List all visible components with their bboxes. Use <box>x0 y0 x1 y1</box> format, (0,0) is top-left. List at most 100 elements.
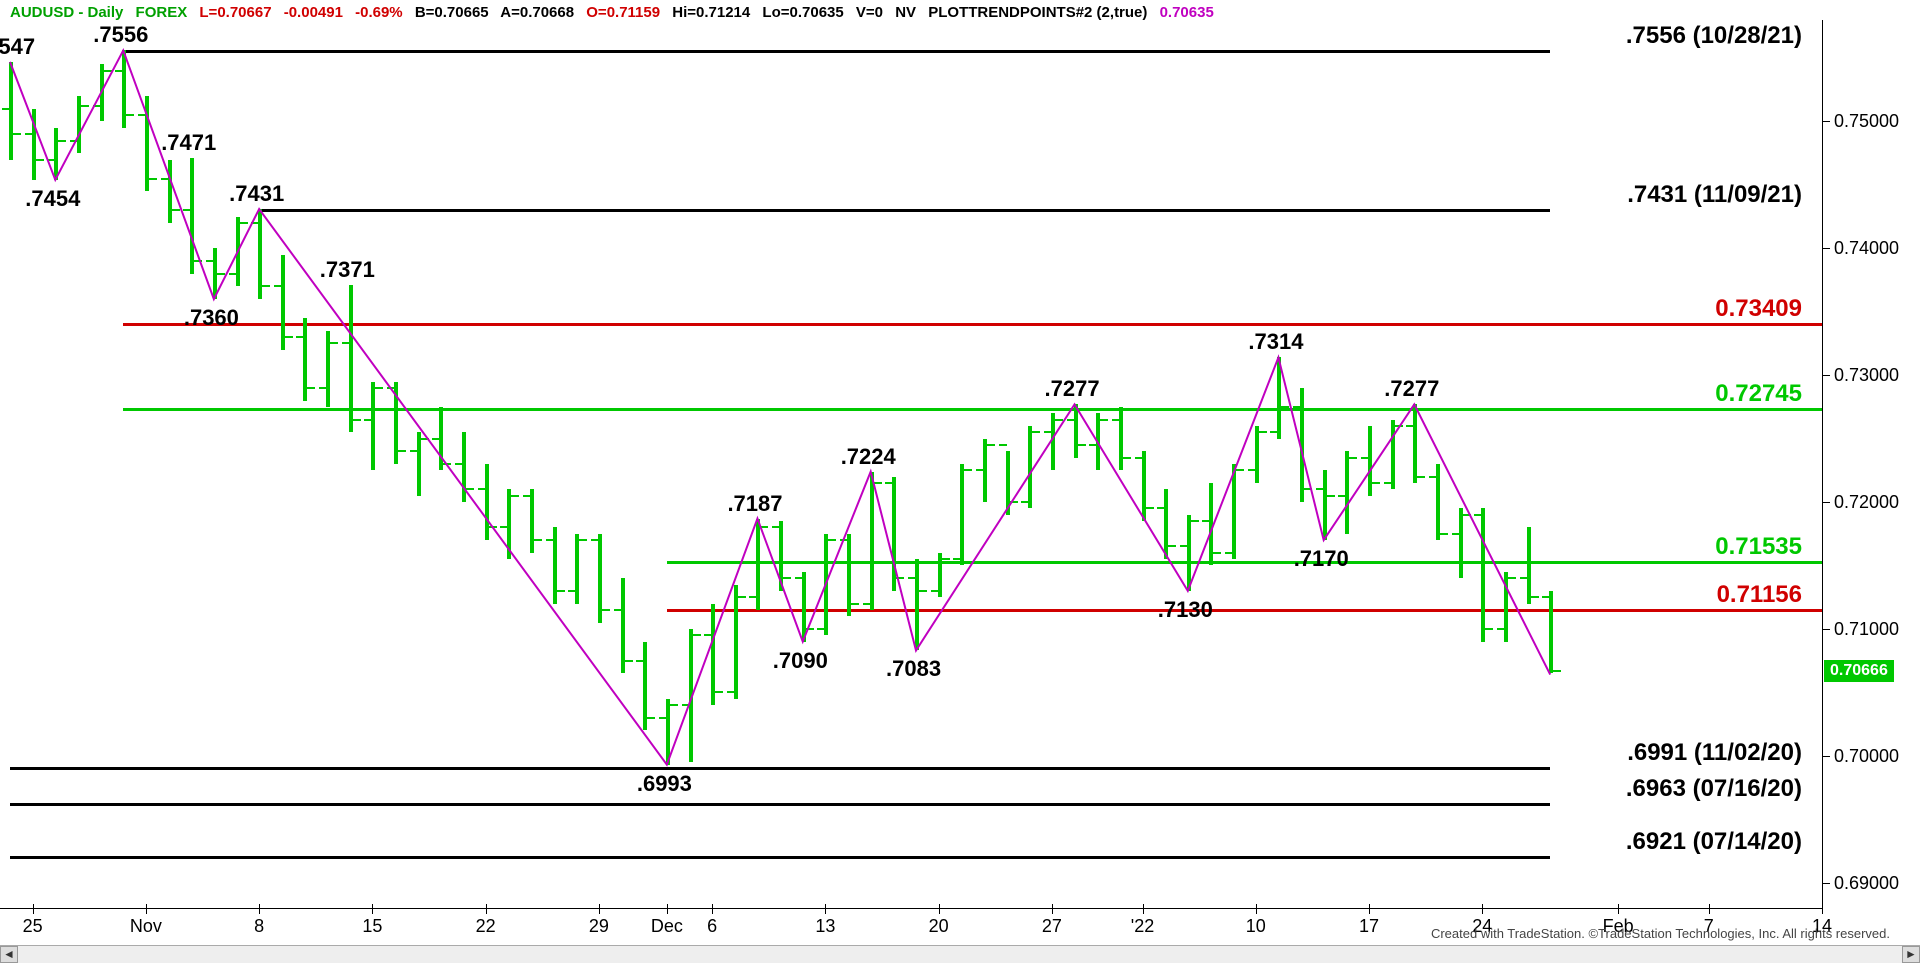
ohlc-close-tick <box>1281 406 1289 408</box>
chart-plot-area[interactable]: 0.690000.700000.710000.720000.730000.740… <box>0 0 1920 963</box>
ohlc-close-tick <box>307 387 315 389</box>
ohlc-bar <box>711 604 715 705</box>
ohlc-close-tick <box>1259 431 1267 433</box>
horizontal-scrollbar[interactable]: ◄ ► <box>0 945 1920 963</box>
ohlc-close-tick <box>511 495 519 497</box>
line-price-label: 0.71535 <box>1715 533 1802 561</box>
ohlc-close-tick <box>398 450 406 452</box>
ohlc-open-tick <box>1248 469 1256 471</box>
ohlc-open-tick <box>908 577 916 579</box>
ohlc-open-tick <box>478 488 486 490</box>
ohlc-close-tick <box>1417 476 1425 478</box>
scroll-right-icon[interactable]: ► <box>1902 946 1920 963</box>
ohlc-bar <box>689 629 693 762</box>
ohlc-close-tick <box>13 133 21 135</box>
ohlc-open-tick <box>1520 577 1528 579</box>
ohlc-bar <box>1549 591 1553 673</box>
ohlc-open-tick <box>863 603 871 605</box>
ohlc-bar <box>1345 451 1349 533</box>
ohlc-open-tick <box>1135 457 1143 459</box>
ohlc-close-tick <box>240 222 248 224</box>
swing-label: .7277 <box>1045 376 1100 402</box>
ohlc-close-tick <box>353 419 361 421</box>
ohlc-open-tick <box>432 438 440 440</box>
ohlc-close-tick <box>1123 457 1131 459</box>
ohlc-close-tick <box>104 70 112 72</box>
swing-label: .7556 <box>93 22 148 48</box>
ohlc-open-tick <box>274 285 282 287</box>
scroll-left-icon[interactable]: ◄ <box>0 946 18 963</box>
ohlc-close-tick <box>760 526 768 528</box>
ohlc-close-tick <box>1327 495 1335 497</box>
ohlc-open-tick <box>591 539 599 541</box>
ohlc-close-tick <box>964 469 972 471</box>
x-axis <box>0 908 1822 909</box>
support-resistance-line <box>667 561 1822 564</box>
ohlc-open-tick <box>568 590 576 592</box>
ohlc-open-tick <box>840 539 848 541</box>
ohlc-close-tick <box>851 603 859 605</box>
ohlc-open-tick <box>817 628 825 630</box>
support-resistance-line <box>123 323 1822 326</box>
ohlc-close-tick <box>172 209 180 211</box>
ohlc-bar <box>1232 464 1236 559</box>
ohlc-bar <box>1368 426 1372 496</box>
ohlc-open-tick <box>1021 501 1029 503</box>
ohlc-close-tick <box>1191 520 1199 522</box>
ohlc-open-tick <box>2 108 10 110</box>
ohlc-bar <box>870 472 874 610</box>
ohlc-open-tick <box>931 590 939 592</box>
swing-label: .7360 <box>184 305 239 331</box>
footer-credit: Created with TradeStation. ©TradeStation… <box>1431 926 1890 941</box>
ohlc-close-tick <box>81 105 89 107</box>
ohlc-close-tick <box>1463 514 1471 516</box>
support-resistance-line <box>10 767 1550 770</box>
ohlc-bar <box>915 559 919 650</box>
ohlc-bar <box>960 464 964 565</box>
ohlc-open-tick <box>1044 431 1052 433</box>
ohlc-open-tick <box>1429 476 1437 478</box>
line-price-label: 0.72745 <box>1715 380 1802 408</box>
support-resistance-line <box>10 803 1550 806</box>
ohlc-bar <box>1074 404 1078 457</box>
ohlc-bar <box>349 285 353 432</box>
ohlc-open-tick <box>70 140 78 142</box>
ohlc-close-tick <box>489 526 497 528</box>
ohlc-bar <box>1527 527 1531 603</box>
ohlc-open-tick <box>229 273 237 275</box>
swing-label: .7090 <box>773 648 828 674</box>
ohlc-open-tick <box>636 660 644 662</box>
ohlc-bar <box>892 477 896 591</box>
ohlc-close-tick <box>1146 507 1154 509</box>
ohlc-close-tick <box>330 342 338 344</box>
ohlc-close-tick <box>557 590 565 592</box>
ohlc-close-tick <box>443 463 451 465</box>
ohlc-open-tick <box>251 222 259 224</box>
ohlc-close-tick <box>126 114 134 116</box>
ohlc-close-tick <box>217 273 225 275</box>
ohlc-open-tick <box>953 558 961 560</box>
ohlc-bar <box>1096 413 1100 470</box>
ohlc-bar <box>54 128 58 180</box>
ohlc-bar <box>507 489 511 559</box>
ohlc-close-tick <box>1553 670 1561 672</box>
ohlc-close-tick <box>1213 552 1221 554</box>
ohlc-bar <box>1255 426 1259 483</box>
ohlc-open-tick <box>387 387 395 389</box>
swing-label: .6993 <box>637 771 692 797</box>
ohlc-bar <box>1481 508 1485 641</box>
ohlc-open-tick <box>1293 406 1301 408</box>
ohlc-bar <box>1142 451 1146 521</box>
ohlc-bar <box>1504 572 1508 642</box>
ohlc-close-tick <box>602 609 610 611</box>
ohlc-close-tick <box>828 539 836 541</box>
ohlc-close-tick <box>534 539 542 541</box>
chart-container: AUDUSD - Daily FOREX L=0.70667 -0.00491 … <box>0 0 1920 963</box>
ohlc-open-tick <box>659 717 667 719</box>
swing-label: .7314 <box>1248 329 1303 355</box>
ohlc-open-tick <box>500 526 508 528</box>
ohlc-open-tick <box>1270 431 1278 433</box>
ohlc-bar <box>417 432 421 495</box>
line-price-label: .7556 (10/28/21) <box>1626 22 1802 50</box>
support-resistance-line <box>667 609 1822 612</box>
